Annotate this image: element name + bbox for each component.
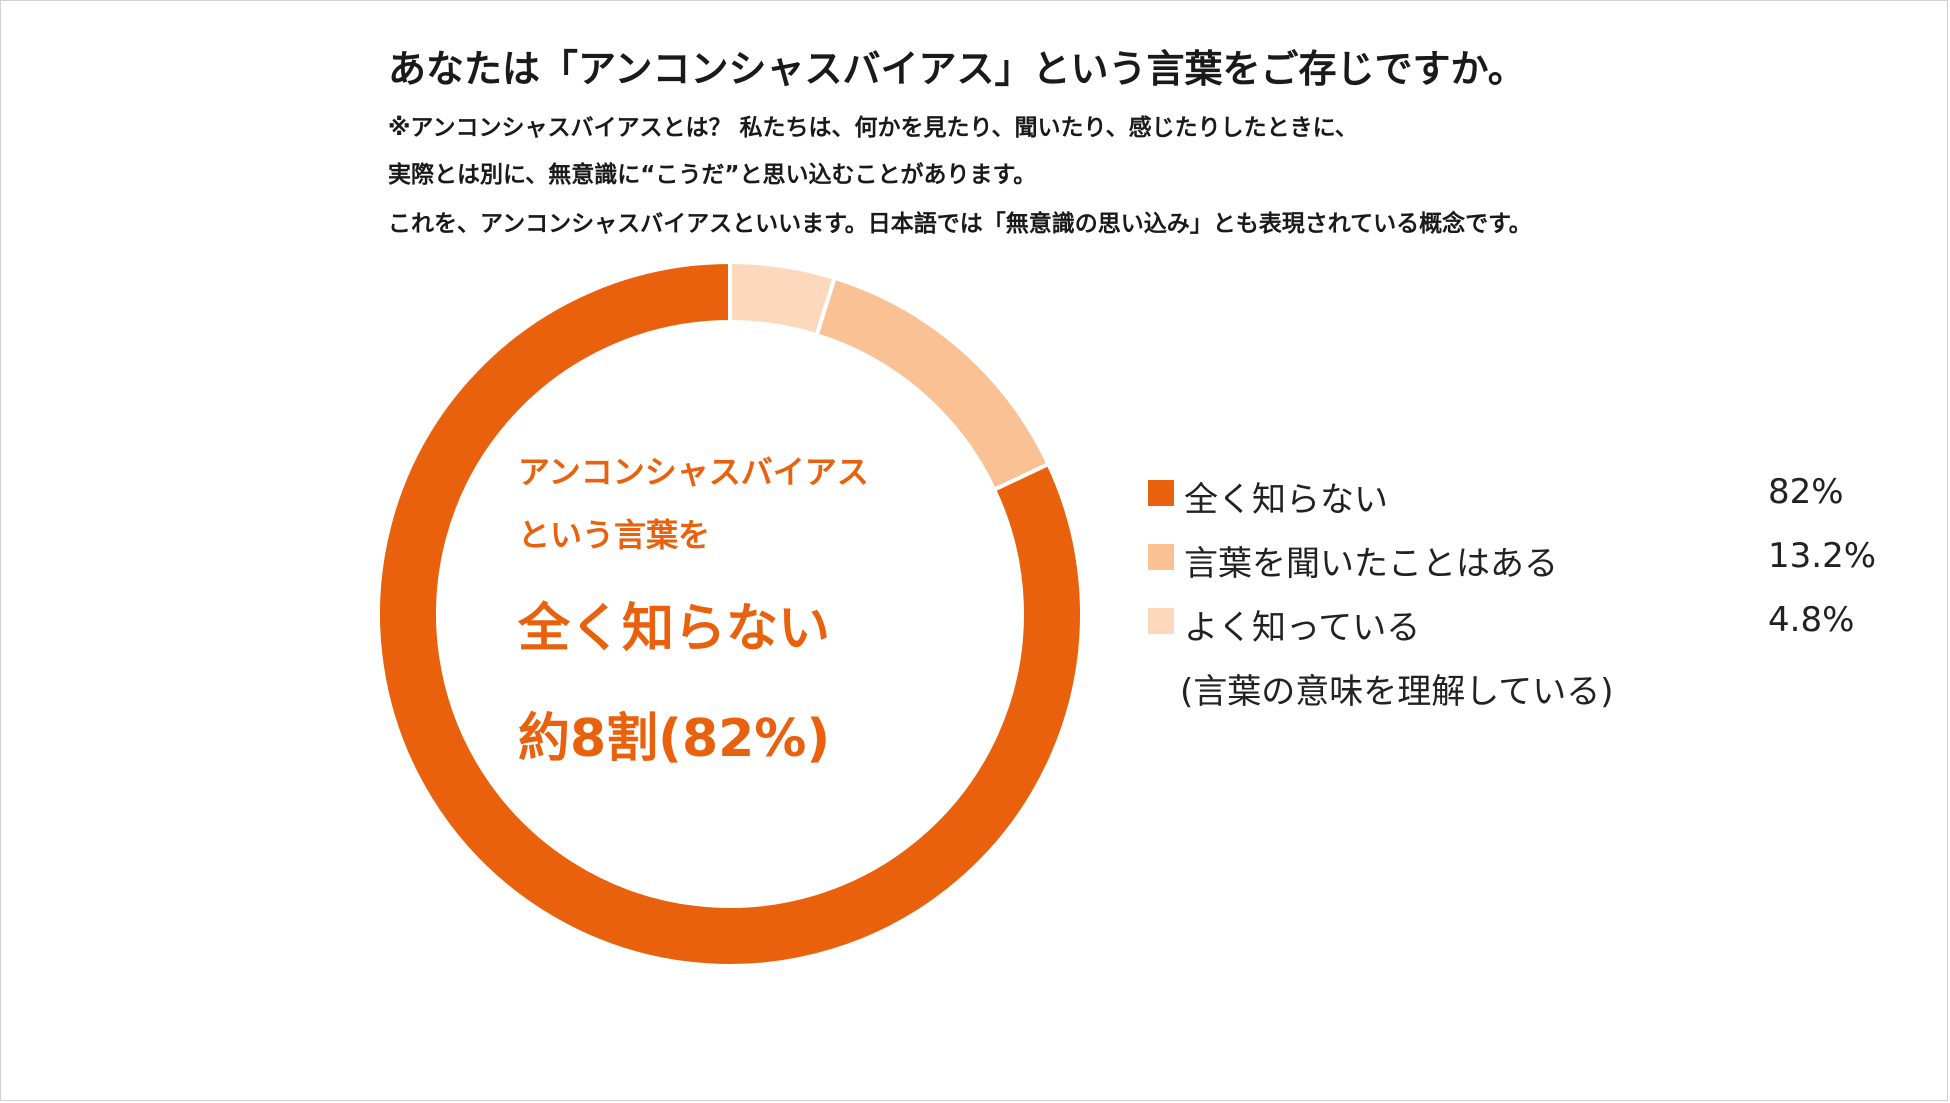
legend-value: 13.2%: [1768, 536, 1877, 576]
legend-item-heard: 言葉を聞いたことはある 13.2%: [1148, 536, 1888, 584]
chart-title: あなたは「アンコンシャスバイアス」という言葉をご存じですか。: [388, 47, 1526, 91]
legend-label: よく知っている: [1184, 608, 1421, 648]
center-label-line-3: 全く知らない: [518, 599, 831, 659]
legend-label: 全く知らない: [1184, 480, 1388, 520]
note-line-2: 実際とは別に、無意識に“こうだ”と思い込むことがあります。: [388, 162, 1037, 188]
legend-sub-label: (言葉の意味を理解している): [1180, 672, 1614, 712]
legend-value: 4.8%: [1768, 600, 1855, 640]
legend-swatch-know-well: [1148, 608, 1174, 634]
note-line-3: これを、アンコンシャスバイアスといいます。日本語では「無意識の思い込み」とも表現…: [388, 211, 1532, 237]
center-label-line-2: という言葉を: [518, 516, 711, 554]
center-label-line-1: アンコンシャスバイアス: [518, 453, 869, 491]
legend-swatch-heard: [1148, 544, 1174, 570]
legend-item-not-know: 全く知らない 82%: [1148, 472, 1888, 520]
legend-value: 82%: [1768, 472, 1844, 512]
legend-item-know-well: よく知っている 4.8%: [1148, 600, 1888, 648]
legend-label: 言葉を聞いたことはある: [1184, 544, 1558, 584]
legend-swatch-not-know: [1148, 480, 1174, 506]
center-label-line-4: 約8割(82%): [518, 709, 831, 769]
note-line-1: ※アンコンシャスバイアスとは？ 私たちは、何かを見たり、聞いたり、感じたりしたと…: [388, 115, 1358, 141]
donut-slice-0: [376, 259, 1084, 968]
